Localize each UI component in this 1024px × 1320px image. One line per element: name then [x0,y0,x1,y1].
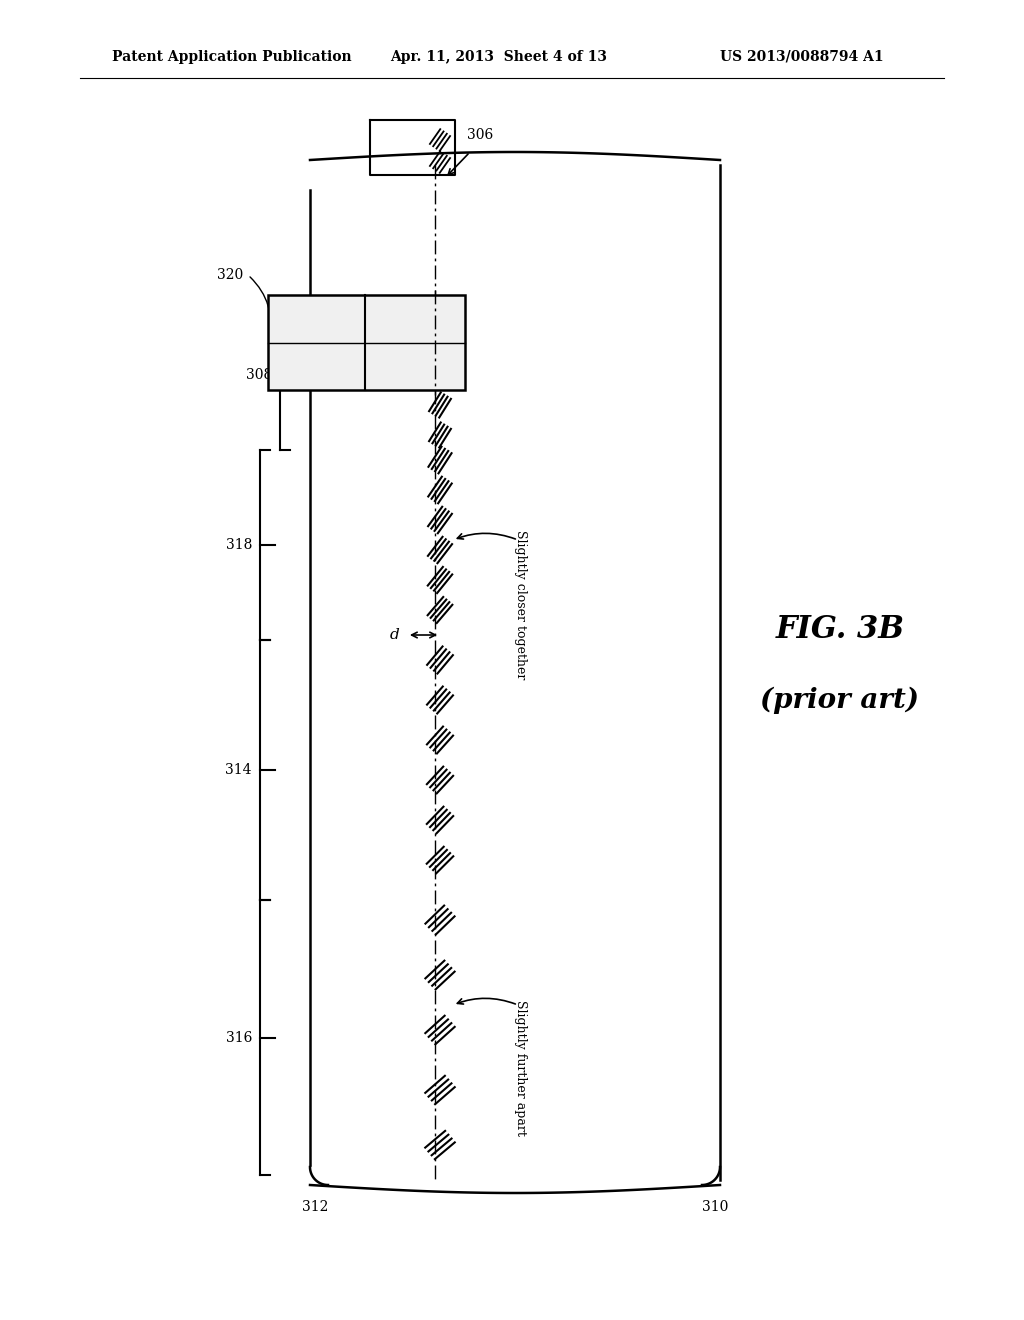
Text: 314: 314 [225,763,252,777]
Text: Slightly further apart: Slightly further apart [513,1001,526,1137]
Text: 308: 308 [246,368,272,381]
Text: 306: 306 [467,128,494,143]
Text: Slightly closer together: Slightly closer together [513,531,526,680]
Text: d: d [389,628,399,642]
Text: 316: 316 [225,1031,252,1044]
Text: Patent Application Publication: Patent Application Publication [112,50,351,63]
Bar [268,294,465,389]
Text: Apr. 11, 2013  Sheet 4 of 13: Apr. 11, 2013 Sheet 4 of 13 [390,50,607,63]
Text: FIG. 3B: FIG. 3B [775,615,904,645]
Text: 312: 312 [302,1200,328,1214]
Text: 320: 320 [217,268,243,282]
Text: 318: 318 [225,539,252,552]
Text: US 2013/0088794 A1: US 2013/0088794 A1 [720,50,884,63]
Text: (prior art): (prior art) [761,686,920,714]
Text: 310: 310 [701,1200,728,1214]
